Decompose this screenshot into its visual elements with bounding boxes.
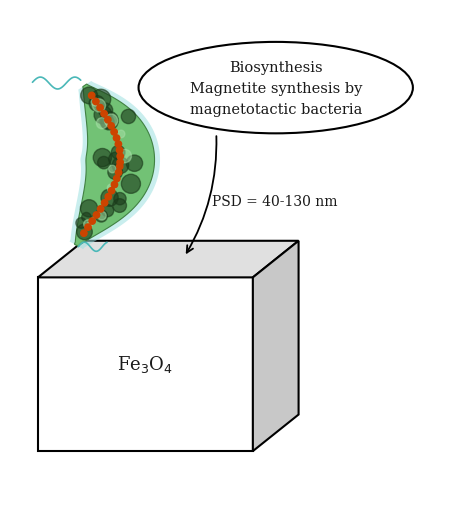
Circle shape (97, 206, 104, 212)
Text: Biosynthesis: Biosynthesis (229, 62, 322, 75)
Circle shape (93, 149, 111, 167)
Circle shape (100, 111, 118, 130)
Circle shape (76, 218, 86, 228)
Circle shape (113, 192, 126, 205)
Circle shape (97, 156, 110, 169)
Circle shape (105, 193, 111, 200)
Circle shape (111, 181, 118, 188)
Circle shape (82, 212, 91, 222)
Circle shape (107, 165, 122, 180)
Circle shape (111, 146, 125, 159)
Circle shape (113, 135, 119, 141)
Circle shape (108, 165, 116, 173)
Circle shape (116, 147, 123, 153)
Text: magnetotactic bacteria: magnetotactic bacteria (189, 103, 361, 118)
Circle shape (84, 220, 92, 229)
FancyArrowPatch shape (186, 136, 216, 252)
Circle shape (101, 205, 113, 217)
Circle shape (117, 153, 123, 159)
Circle shape (107, 184, 115, 192)
Circle shape (93, 98, 99, 105)
Circle shape (77, 224, 92, 240)
Circle shape (118, 149, 131, 163)
Circle shape (115, 169, 122, 176)
Circle shape (94, 106, 112, 124)
Circle shape (117, 130, 124, 138)
Circle shape (80, 200, 97, 217)
Circle shape (121, 109, 135, 124)
Circle shape (80, 87, 97, 104)
Circle shape (108, 152, 123, 166)
Polygon shape (69, 81, 160, 249)
Text: Fe$_3$O$_4$: Fe$_3$O$_4$ (117, 354, 173, 375)
Circle shape (91, 98, 99, 106)
Circle shape (101, 200, 107, 206)
Circle shape (80, 230, 87, 236)
Circle shape (88, 92, 95, 99)
Circle shape (101, 189, 118, 206)
Circle shape (108, 123, 114, 129)
Circle shape (108, 187, 115, 194)
Circle shape (116, 163, 123, 169)
Text: Magnetite synthesis by: Magnetite synthesis by (189, 82, 361, 96)
Circle shape (112, 199, 126, 212)
Circle shape (112, 157, 129, 174)
Circle shape (126, 155, 142, 172)
Circle shape (92, 99, 105, 112)
Polygon shape (38, 241, 298, 277)
Polygon shape (74, 84, 154, 246)
Circle shape (121, 174, 140, 193)
Text: PSD = 40-130 nm: PSD = 40-130 nm (211, 195, 336, 209)
Circle shape (89, 218, 95, 224)
Circle shape (97, 211, 106, 220)
Circle shape (115, 141, 121, 147)
Circle shape (97, 104, 103, 111)
Circle shape (101, 116, 114, 129)
Circle shape (91, 89, 111, 109)
Circle shape (93, 212, 100, 218)
Circle shape (117, 159, 123, 165)
Circle shape (104, 117, 111, 123)
Circle shape (101, 110, 107, 117)
Ellipse shape (138, 42, 412, 133)
Circle shape (95, 210, 107, 222)
Circle shape (98, 103, 112, 117)
Polygon shape (38, 277, 252, 451)
Circle shape (111, 129, 117, 135)
Circle shape (104, 114, 118, 127)
Circle shape (113, 175, 120, 182)
Circle shape (89, 96, 105, 111)
Polygon shape (252, 241, 298, 451)
Circle shape (84, 224, 91, 231)
Circle shape (96, 118, 107, 129)
